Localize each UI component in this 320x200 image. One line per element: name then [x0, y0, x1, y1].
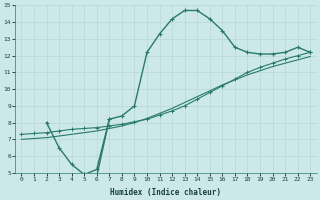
X-axis label: Humidex (Indice chaleur): Humidex (Indice chaleur)	[110, 188, 221, 197]
